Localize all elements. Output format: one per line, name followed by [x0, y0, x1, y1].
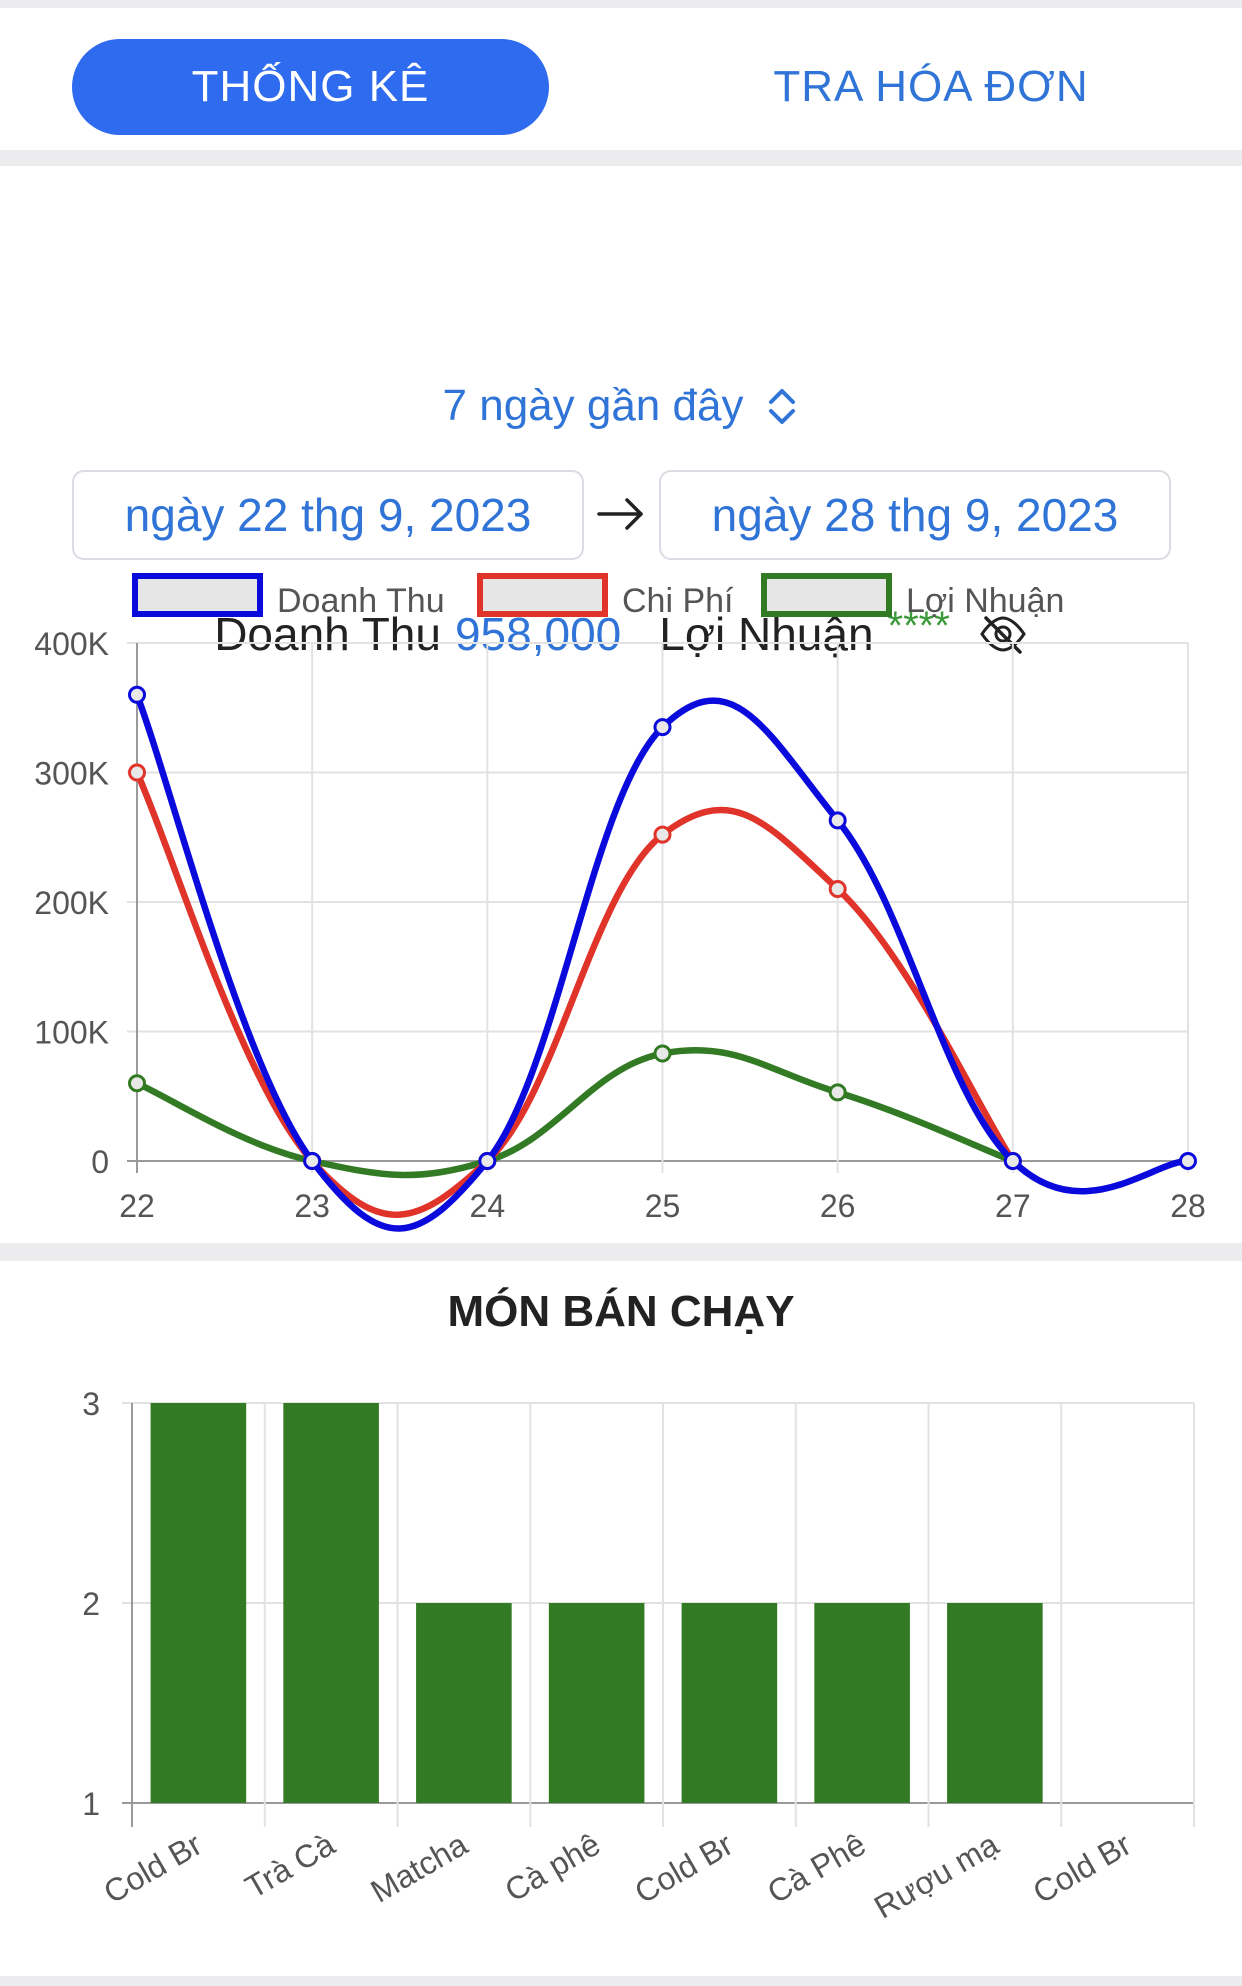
legend-label: Doanh Thu — [277, 582, 445, 620]
legend-swatch — [132, 573, 263, 617]
x-tick-label: 25 — [645, 1188, 681, 1224]
series-point — [653, 825, 672, 844]
best-sellers-bar-chart: MÓN BÁN CHẠY 1 2 3 Cold Br Trà Cà Matcha Cà phê… — [82, 1286, 1195, 1926]
series-point — [303, 1152, 322, 1170]
tab-stats[interactable]: THỐNG KÊ — [72, 39, 549, 135]
x-tick-label: 24 — [470, 1188, 506, 1224]
series-point — [1003, 1152, 1022, 1170]
x-tick-label: Cold Br — [628, 1826, 739, 1911]
x-tick-label: 27 — [995, 1188, 1031, 1224]
x-tick-label: Rượu mạ — [868, 1826, 1005, 1926]
x-tick-label: 22 — [119, 1188, 155, 1224]
y-tick-label: 3 — [82, 1386, 100, 1422]
tab-invoice-lookup[interactable]: TRA HÓA ĐƠN — [773, 62, 1089, 111]
x-tick-label: Trà Cà — [239, 1826, 341, 1906]
series-point — [653, 718, 672, 737]
date-from-field[interactable]: ngày 22 thg 9, 2023 — [72, 470, 584, 560]
series-line — [133, 691, 1192, 1232]
legend-swatch — [477, 573, 608, 617]
x-tick-label: 23 — [294, 1188, 330, 1224]
y-tick-label: 100K — [34, 1015, 109, 1051]
chevron-up-down-icon — [769, 389, 796, 424]
series-point — [128, 1074, 146, 1093]
series-line — [133, 769, 1017, 1218]
series-point — [128, 685, 146, 704]
bar — [416, 1603, 512, 1803]
date-to-text: ngày 28 thg 9, 2023 — [711, 489, 1119, 541]
x-tick-label: Matcha — [364, 1826, 473, 1910]
series-point — [1179, 1152, 1197, 1170]
eye-off-icon[interactable] — [978, 612, 1028, 656]
series-line — [133, 1046, 1017, 1179]
bar — [814, 1603, 910, 1803]
legend-swatch — [761, 573, 892, 617]
stats-panel: 7 ngày gần đây ngày 22 thg 9, 2023 ngày … — [0, 166, 1242, 1243]
series-point — [478, 1152, 497, 1170]
bar — [150, 1403, 247, 1803]
x-tick-label: Cold Br — [1027, 1826, 1138, 1911]
x-tick-label: Cold Br — [97, 1826, 208, 1911]
x-tick-label: Cà phê — [499, 1826, 606, 1909]
y-tick-label: 1 — [82, 1786, 100, 1822]
revenue-line-chart: Doanh Thu Chi Phí Lợi Nhuận 0 100K 200K 300K 40… — [34, 573, 1206, 1232]
x-tick-label: Cà Phê — [761, 1826, 871, 1911]
y-tick-label: 0 — [91, 1144, 109, 1180]
legend-label: Chi Phí — [622, 582, 734, 620]
y-tick-label: 200K — [34, 885, 109, 921]
range-label: 7 ngày gần đây — [442, 381, 744, 430]
series-point — [828, 811, 847, 830]
legend-label: Lợi Nhuận — [906, 582, 1064, 620]
best-sellers-panel: MÓN BÁN CHẠY 1 2 3 Cold Br Trà Cà Matcha Cà phê… — [0, 1261, 1242, 1976]
x-tick-label: 26 — [820, 1188, 856, 1224]
bar — [681, 1603, 778, 1803]
y-tick-label: 2 — [82, 1586, 100, 1622]
top-tab-bar: THỐNG KÊ TRA HÓA ĐƠN — [0, 8, 1242, 150]
chart-title: MÓN BÁN CHẠY — [447, 1286, 794, 1336]
series-point — [828, 1083, 847, 1102]
date-to-field[interactable]: ngày 28 thg 9, 2023 — [659, 470, 1171, 560]
bar — [947, 1603, 1043, 1803]
y-tick-label: 300K — [34, 756, 109, 792]
x-tick-label: 28 — [1170, 1188, 1206, 1224]
profit-value: **** — [887, 603, 950, 648]
series-point — [828, 880, 847, 899]
date-from-text: ngày 22 thg 9, 2023 — [124, 489, 532, 541]
series-point — [128, 763, 146, 782]
arrow-right-icon — [597, 498, 643, 530]
y-tick-label: 400K — [34, 626, 109, 662]
bar — [283, 1403, 379, 1803]
series-point — [653, 1044, 672, 1063]
range-selector[interactable]: 7 ngày gần đây — [0, 376, 1242, 436]
bar — [548, 1603, 645, 1803]
